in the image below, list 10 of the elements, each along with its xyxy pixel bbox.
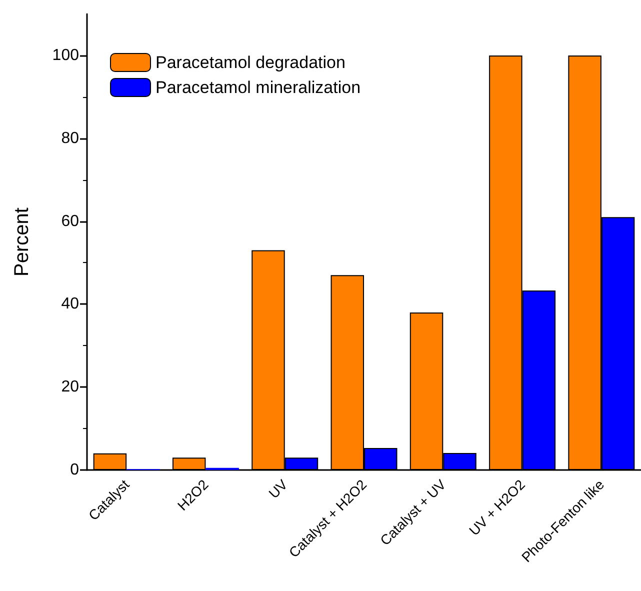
y-axis-title: Percent bbox=[11, 207, 33, 276]
legend-label: Paracetamol mineralization bbox=[156, 78, 361, 97]
y-tick-label: 0 bbox=[70, 462, 80, 478]
y-tick-label: 80 bbox=[61, 130, 80, 147]
y-tick-label: 40 bbox=[61, 296, 80, 313]
y-tick-label: 60 bbox=[61, 212, 80, 230]
x-tick-label: UV bbox=[265, 476, 291, 502]
legend-label: Paracetamol degradation bbox=[156, 53, 346, 72]
y-tick-label: 20 bbox=[61, 378, 80, 396]
y-tick-label: 100 bbox=[52, 46, 80, 64]
